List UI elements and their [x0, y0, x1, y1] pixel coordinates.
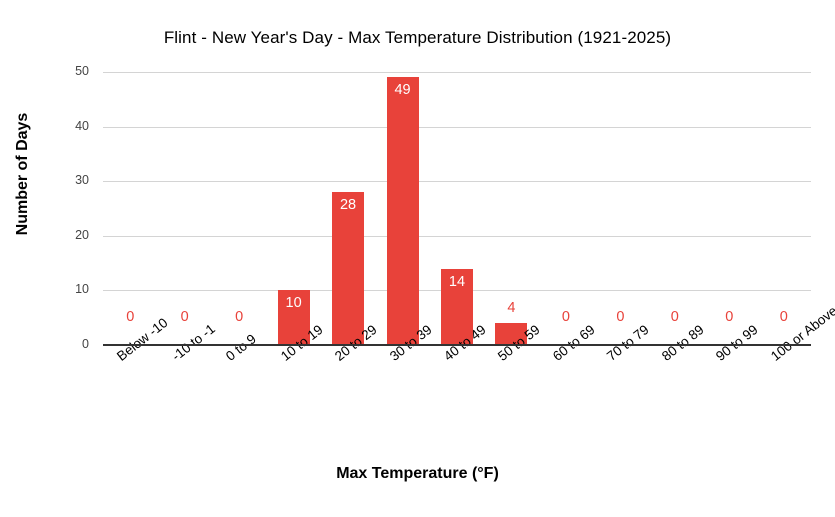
gridline	[103, 126, 811, 128]
y-tick-label: 10	[75, 282, 89, 297]
bar[interactable]: 28	[332, 192, 365, 345]
y-tick-label: 50	[75, 64, 89, 78]
bar-value-label: 0	[561, 309, 570, 325]
gridline	[103, 235, 811, 237]
gridline	[103, 181, 811, 183]
bar-value-label: 10	[285, 295, 302, 312]
bar-value-label: 0	[779, 309, 788, 325]
y-tick-label: 20	[75, 227, 89, 242]
bar-value-label: 4	[507, 300, 516, 317]
x-axis-line	[103, 344, 811, 346]
bar-value-label: 0	[616, 309, 625, 325]
y-tick-label: 40	[75, 118, 89, 133]
y-tick-label: 30	[75, 173, 89, 188]
chart-title: Flint - New Year's Day - Max Temperature…	[163, 28, 672, 47]
plot-area: 0 0 0 10 28 49 14 4 0 0 0 0 0	[103, 72, 811, 345]
bar-value-label: 0	[670, 309, 679, 325]
bar[interactable]	[495, 323, 528, 345]
bar-value-label: 0	[126, 309, 135, 325]
y-axis-title: Number of Days	[14, 112, 31, 236]
bar[interactable]: 10	[277, 290, 310, 345]
x-axis-title: Max Temperature (°F)	[336, 465, 499, 482]
bar-value-label: 28	[339, 197, 357, 214]
bar[interactable]: 14	[441, 268, 473, 345]
bar-value-label: 0	[725, 309, 734, 325]
bar-value-label: 0	[180, 309, 189, 325]
gridline	[103, 72, 811, 73]
bar-value-label: 14	[448, 273, 466, 290]
y-tick-label: 0	[82, 337, 89, 351]
bar-value-label: 49	[394, 82, 411, 99]
bar-value-label: 0	[235, 309, 244, 325]
bar[interactable]: 49	[386, 77, 419, 345]
